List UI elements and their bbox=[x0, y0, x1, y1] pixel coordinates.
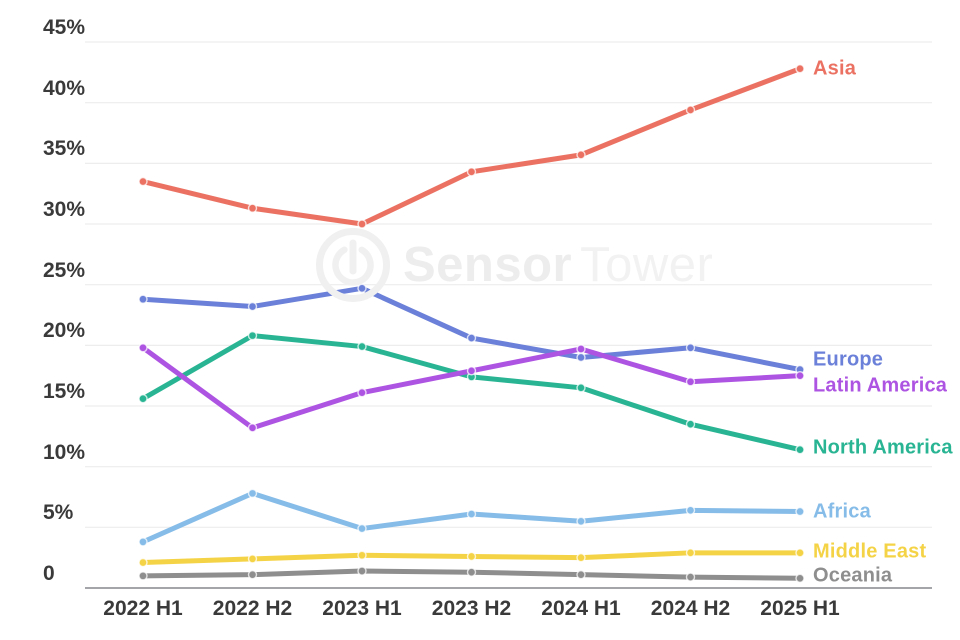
data-point-europe-2022-h1 bbox=[138, 294, 148, 304]
data-point-asia-2024-h1 bbox=[576, 150, 586, 160]
data-point-middle-east-2023-h1 bbox=[357, 550, 367, 560]
x-axis-tick-label: 2023 H2 bbox=[431, 597, 512, 620]
series-line-europe bbox=[140, 285, 803, 373]
x-axis-tick-label: 2022 H1 bbox=[103, 597, 183, 620]
data-point-asia-2025-h1 bbox=[795, 64, 805, 74]
data-point-oceania-2024-h1 bbox=[576, 569, 586, 580]
data-point-north-america-2023-h1 bbox=[357, 341, 367, 352]
data-point-middle-east-2024-h2 bbox=[685, 548, 696, 558]
y-axis-tick-label: 40% bbox=[43, 76, 86, 100]
data-point-africa-2023-h1 bbox=[357, 523, 367, 534]
data-point-europe-2023-h1 bbox=[357, 283, 367, 294]
data-point-africa-2025-h1 bbox=[795, 506, 805, 517]
data-point-oceania-2025-h1 bbox=[795, 573, 805, 583]
data-point-oceania-2022-h2 bbox=[247, 569, 258, 580]
series-label-europe: Europe bbox=[813, 348, 884, 371]
x-axis-tick-label: 2022 H2 bbox=[212, 597, 293, 620]
data-point-latin-america-2024-h2 bbox=[685, 377, 696, 387]
data-point-middle-east-2022-h1 bbox=[138, 557, 148, 568]
series-label-oceania: Oceania bbox=[813, 564, 893, 587]
data-point-north-america-2022-h1 bbox=[138, 394, 148, 404]
data-point-africa-2024-h2 bbox=[685, 505, 696, 516]
data-point-oceania-2023-h2 bbox=[466, 567, 477, 577]
series-line-north-america bbox=[140, 333, 803, 453]
data-point-middle-east-2022-h2 bbox=[247, 554, 258, 564]
data-point-europe-2022-h2 bbox=[247, 301, 258, 312]
y-axis-tick-label: 35% bbox=[43, 137, 86, 161]
data-point-latin-america-2023-h2 bbox=[466, 366, 477, 376]
data-point-asia-2023-h1 bbox=[357, 219, 367, 229]
data-point-latin-america-2025-h1 bbox=[795, 370, 805, 381]
data-point-europe-2024-h2 bbox=[685, 343, 696, 353]
data-point-asia-2022-h2 bbox=[247, 203, 258, 213]
data-point-africa-2024-h1 bbox=[576, 516, 586, 526]
data-point-north-america-2024-h1 bbox=[576, 383, 586, 393]
x-axis-tick-label: 2024 H2 bbox=[650, 597, 731, 620]
x-axis-tick-label: 2023 H1 bbox=[322, 597, 402, 620]
series-label-north-america: North America bbox=[813, 436, 953, 459]
data-point-north-america-2024-h2 bbox=[685, 419, 696, 429]
data-point-oceania-2023-h1 bbox=[357, 566, 367, 576]
data-point-north-america-2025-h1 bbox=[795, 444, 805, 455]
series-label-middle-east: Middle East bbox=[813, 540, 927, 563]
y-axis-tick-label: 10% bbox=[43, 440, 86, 464]
y-axis-tick-label: 15% bbox=[43, 380, 86, 403]
data-point-latin-america-2023-h1 bbox=[357, 387, 367, 398]
data-point-latin-america-2024-h1 bbox=[576, 344, 586, 354]
data-point-africa-2022-h2 bbox=[247, 488, 258, 499]
data-point-europe-2024-h1 bbox=[576, 352, 586, 363]
y-axis-tick-label: 5% bbox=[43, 501, 74, 525]
data-point-middle-east-2025-h1 bbox=[795, 548, 805, 558]
data-point-north-america-2022-h2 bbox=[247, 330, 258, 341]
data-point-oceania-2022-h1 bbox=[138, 571, 148, 581]
x-axis-tick-label: 2025 H1 bbox=[760, 597, 840, 620]
data-point-latin-america-2022-h1 bbox=[138, 343, 148, 353]
y-axis-tick-label: 30% bbox=[43, 198, 86, 221]
data-point-latin-america-2022-h2 bbox=[247, 423, 258, 433]
series-label-asia: Asia bbox=[813, 57, 857, 80]
data-point-asia-2023-h2 bbox=[466, 167, 477, 177]
series-label-africa: Africa bbox=[813, 500, 871, 523]
y-axis-tick-label: 25% bbox=[43, 258, 86, 282]
data-point-africa-2023-h2 bbox=[466, 509, 477, 519]
data-point-middle-east-2023-h2 bbox=[466, 551, 477, 562]
data-point-asia-2022-h1 bbox=[138, 176, 148, 187]
data-point-oceania-2024-h2 bbox=[685, 572, 696, 582]
y-axis-tick-label: 45% bbox=[43, 16, 86, 39]
series-line-latin-america bbox=[140, 345, 803, 431]
series-label-latin-america: Latin America bbox=[813, 374, 948, 397]
data-point-africa-2022-h1 bbox=[138, 537, 148, 547]
x-axis-tick-label: 2024 H1 bbox=[541, 597, 621, 620]
data-point-asia-2024-h2 bbox=[685, 105, 696, 115]
series-line-asia bbox=[140, 66, 803, 227]
y-axis-tick-label: 0 bbox=[43, 562, 55, 585]
y-axis-tick-label: 20% bbox=[43, 319, 86, 343]
data-point-middle-east-2024-h1 bbox=[576, 552, 586, 563]
data-point-europe-2023-h2 bbox=[466, 333, 477, 343]
